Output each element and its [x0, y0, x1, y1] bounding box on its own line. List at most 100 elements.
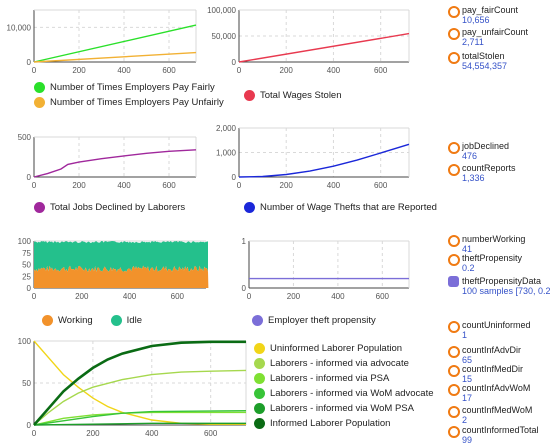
legend-label: Number of Times Employers Pay Fairly [50, 81, 215, 93]
monitor-name: countInformedTotal [462, 425, 539, 435]
legend-item: Number of Wage Thefts that are Reported [244, 200, 437, 215]
legend-label: Idle [126, 314, 142, 326]
legend-item: Employer theft propensity [252, 313, 376, 328]
monitor-value: 1 [462, 330, 468, 340]
monitor-name: countInfAdvWoM [462, 383, 531, 393]
monitor-value: 99 [462, 435, 473, 445]
monitor-name: pay_fairCount [462, 5, 519, 15]
legend-theft-propensity: Employer theft propensity [252, 313, 376, 328]
x-tick-label: 400 [117, 66, 131, 75]
x-tick-label: 0 [32, 429, 37, 438]
monitor-icon [448, 365, 460, 377]
legend-label: Number of Wage Thefts that are Reported [260, 201, 437, 213]
x-tick-label: 200 [280, 66, 294, 75]
y-tick-label: 75 [22, 249, 31, 258]
y-tick-label: 0 [242, 284, 247, 293]
monitor-icon [448, 406, 460, 418]
x-tick-label: 0 [32, 181, 37, 190]
y-tick-label: 50,000 [212, 32, 237, 41]
monitor-icon [448, 384, 460, 396]
x-tick-label: 0 [247, 292, 252, 301]
legend-item: Laborers - informed via PSA [254, 371, 434, 386]
series-line [33, 369, 247, 426]
monitor-value: 15 [462, 374, 473, 384]
series-line [33, 51, 197, 63]
chart-laborer-population: 0 200 400 600 0 50 100 [18, 337, 247, 438]
y-tick-label: 1,000 [216, 149, 237, 158]
monitor-value: 17 [462, 393, 473, 403]
legend-item: Total Jobs Declined by Laborers [34, 200, 185, 215]
legend-label: Informed Laborer Population [270, 417, 391, 429]
y-tick-label: 0 [27, 58, 32, 67]
y-tick-label: 0 [232, 173, 237, 182]
monitor-icon [448, 6, 460, 18]
monitor-name: theftPropensity [462, 253, 523, 263]
x-tick-label: 200 [72, 181, 86, 190]
legend-label: Uninformed Laborer Population [270, 342, 403, 354]
legend-wages-stolen: Total Wages Stolen [244, 88, 342, 103]
monitor-value: 41 [462, 244, 473, 254]
legend-jobs-declined: Total Jobs Declined by Laborers [34, 200, 185, 215]
legend-item: Laborers - informed via advocate [254, 356, 434, 371]
y-tick-label: 50 [22, 379, 31, 388]
x-tick-label: 400 [331, 292, 345, 301]
monitor-name: countUninformed [462, 320, 531, 330]
monitor-name: jobDeclined [462, 141, 510, 151]
series-line [33, 149, 197, 178]
x-tick-label: 600 [204, 429, 218, 438]
monitor-value: 2,711 [462, 37, 484, 47]
x-tick-label: 0 [32, 66, 37, 75]
chart-working-idle: 0 200 400 600 0 25 50 75 100 [18, 237, 209, 301]
monitor-icon [448, 28, 460, 40]
monitor-icon [448, 346, 460, 358]
monitor-name: countInfMedDir [462, 364, 524, 374]
series-line [33, 410, 247, 426]
monitor-name: pay_unfairCount [462, 27, 529, 37]
monitor-icon [448, 321, 460, 333]
x-tick-label: 400 [117, 181, 131, 190]
monitor-icon [448, 426, 460, 438]
legend-laborer-population: Uninformed Laborer Population Laborers -… [254, 341, 434, 431]
legend-label: Number of Times Employers Pay Unfairly [50, 96, 224, 108]
legend-label: Working [58, 314, 93, 326]
monitor-name: countInfMedWoM [462, 405, 533, 415]
chart-jobs-declined: 0 200 400 600 0 500 [18, 133, 197, 190]
y-tick-label: 0 [27, 173, 32, 182]
x-tick-label: 600 [171, 292, 185, 301]
legend-wage-thefts-reported: Number of Wage Thefts that are Reported [244, 200, 437, 215]
x-tick-label: 0 [237, 66, 242, 75]
y-tick-label: 50 [22, 261, 31, 270]
series-line [33, 340, 246, 426]
x-tick-label: 0 [237, 181, 242, 190]
legend-item: Idle [110, 313, 142, 328]
y-tick-label: 100 [18, 237, 32, 246]
x-tick-label: 200 [72, 66, 86, 75]
legend-label: Laborers - informed via advocate [270, 357, 409, 369]
x-tick-label: 600 [162, 181, 176, 190]
y-tick-label: 0 [27, 284, 32, 293]
legend-label: Employer theft propensity [268, 314, 376, 326]
y-tick-label: 1 [242, 237, 247, 246]
x-tick-label: 600 [162, 66, 176, 75]
series-line [238, 32, 410, 63]
y-tick-label: 0 [27, 421, 32, 430]
x-tick-label: 0 [32, 292, 37, 301]
legend-item: Total Wages Stolen [244, 88, 342, 103]
monitor-value: 476 [462, 151, 478, 161]
monitor-name: countReports [462, 163, 516, 173]
x-tick-label: 200 [287, 292, 301, 301]
x-tick-label: 400 [327, 181, 341, 190]
y-tick-label: 100,000 [207, 6, 236, 15]
legend-label: Total Wages Stolen [260, 89, 342, 101]
y-tick-label: 100 [18, 337, 32, 346]
monitor-icon [448, 142, 460, 154]
series-line [238, 143, 410, 178]
legend-item: Laborers - informed via WoM advocate [254, 386, 434, 401]
monitor-name: countInfAdvDir [462, 345, 522, 355]
series-line [33, 24, 197, 63]
chart-theft-propensity: 0 200 400 600 0 1 [242, 237, 410, 301]
x-tick-label: 200 [75, 292, 89, 301]
monitor-value: 100 samples [730, 0.2] [462, 286, 550, 296]
monitor-name: totalStolen [462, 51, 505, 61]
monitor-name: theftPropensityData [462, 276, 542, 286]
